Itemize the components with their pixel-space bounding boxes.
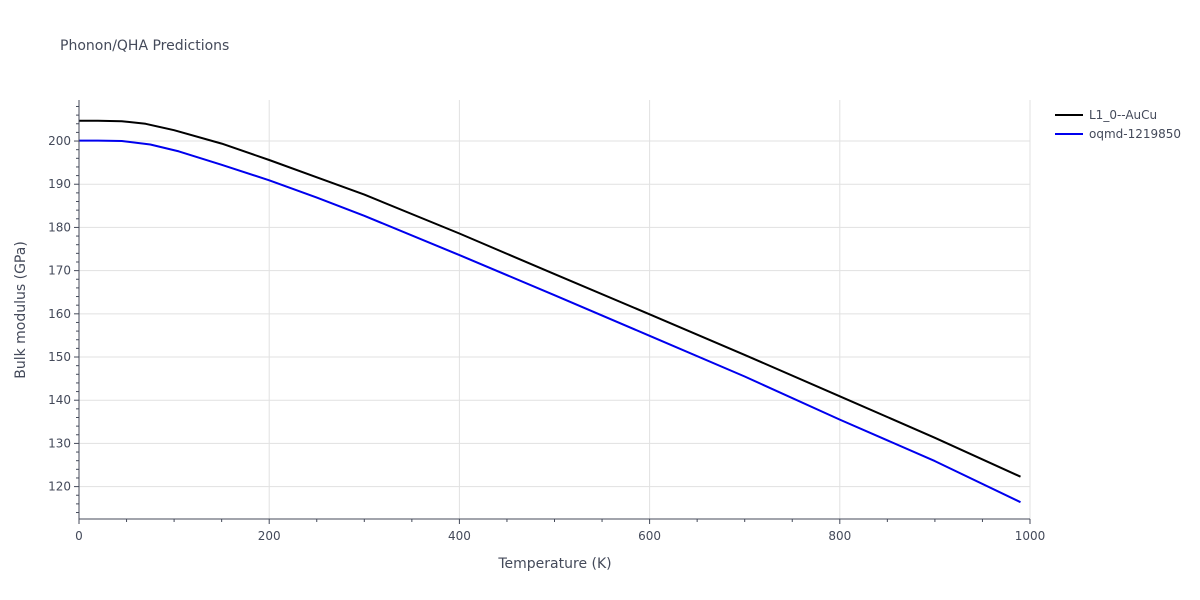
x-tick-label: 200	[258, 529, 281, 543]
chart-title: Phonon/QHA Predictions	[60, 38, 229, 54]
y-tick-label: 200	[48, 134, 71, 148]
legend-label: L1_0--AuCu	[1089, 108, 1157, 122]
x-gridlines	[268, 100, 1031, 519]
legend-item[interactable]: L1_0--AuCu	[1055, 108, 1157, 122]
x-tick-label: 600	[638, 529, 661, 543]
legend[interactable]: L1_0--AuCu oqmd-1219850	[1055, 108, 1181, 141]
y-tick-label: 170	[48, 264, 71, 278]
y-tick-label: 120	[48, 480, 71, 494]
axes	[74, 100, 1031, 524]
series-layer	[79, 119, 1021, 504]
y-tick-label: 130	[48, 436, 71, 450]
series-line-1[interactable]	[79, 119, 1021, 478]
y-tick-label: 160	[48, 307, 71, 321]
series-line-2[interactable]	[79, 139, 1021, 504]
y-tick-labels: 120 130 140 150 160 170 180 190 200	[48, 134, 71, 494]
x-tick-labels: 0 200 400 600 800 1000	[75, 529, 1045, 543]
x-tick-label: 400	[448, 529, 471, 543]
x-tick-label: 800	[828, 529, 851, 543]
x-tick-label: 1000	[1015, 529, 1046, 543]
y-tick-label: 190	[48, 177, 71, 191]
legend-item[interactable]: oqmd-1219850	[1055, 127, 1181, 141]
y-tick-label: 180	[48, 220, 71, 234]
y-tick-label: 140	[48, 393, 71, 407]
legend-label: oqmd-1219850	[1089, 127, 1181, 141]
y-gridlines	[79, 140, 1030, 488]
y-axis-title: Bulk modulus (GPa)	[13, 241, 29, 379]
y-tick-label: 150	[48, 350, 71, 364]
x-axis-title: Temperature (K)	[497, 556, 611, 572]
x-tick-label: 0	[75, 529, 83, 543]
